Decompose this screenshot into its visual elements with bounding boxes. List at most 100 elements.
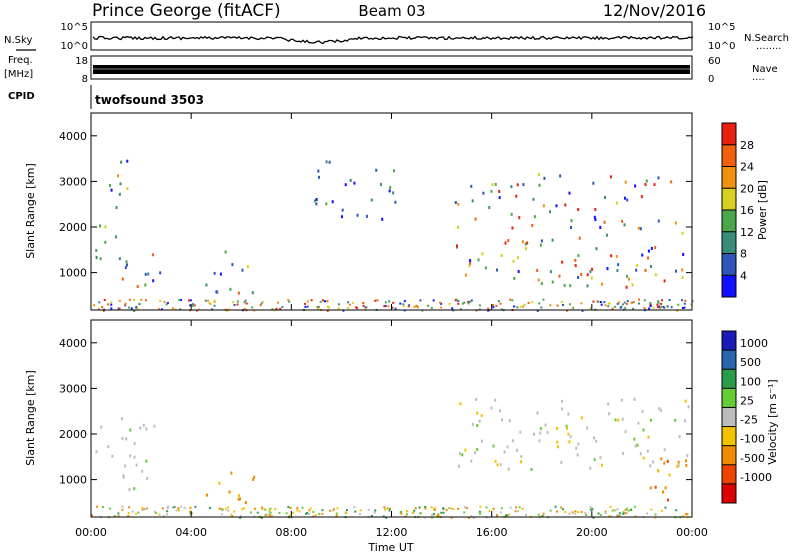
power-echo-cell: [174, 308, 177, 311]
power-echo-cell: [512, 259, 515, 263]
velocity-echo-cell: [556, 445, 559, 449]
power-echo-cell: [641, 253, 644, 257]
power-echo-cell: [391, 306, 394, 309]
power-echo-cell: [209, 303, 212, 306]
power-echo-cell: [342, 309, 345, 312]
velocity-echo-cell: [560, 407, 563, 411]
velocity-echo-cell: [660, 457, 663, 461]
power-echo-cell: [610, 175, 613, 179]
power-echo-cell: [118, 307, 121, 310]
velocity-echo-cell: [399, 511, 402, 514]
velocity-echo-cell: [345, 509, 348, 512]
velocity-echo-cell: [161, 507, 164, 510]
power-echo-cell: [677, 303, 680, 306]
velocity-echo-cell: [677, 464, 680, 468]
power-echo-cell: [657, 219, 660, 223]
power-echo-cell: [624, 307, 627, 310]
power-echo-cell: [281, 306, 284, 309]
velocity-echo-cell: [450, 516, 453, 519]
power-echo-cell: [246, 265, 249, 269]
power-echo-cell: [407, 305, 410, 308]
power-echo-cell: [558, 274, 561, 278]
velocity-echo-cell: [133, 455, 136, 459]
velocity-echo-cell: [264, 508, 267, 511]
velocity-echo-cell: [117, 512, 120, 515]
velocity-echo-cell: [507, 513, 510, 516]
velocity-echo-cell: [162, 514, 165, 517]
velocity-echo-cell: [290, 516, 293, 519]
power-echo-cell: [605, 233, 608, 237]
power-echo-cell: [659, 307, 662, 310]
power-echo-cell: [414, 305, 417, 308]
velocity-echo-cell: [124, 464, 127, 468]
power-echo-cell: [499, 302, 502, 305]
power-echo-cell: [504, 241, 507, 245]
velocity-echo-cell: [478, 510, 481, 513]
velocity-echo-cell: [641, 410, 644, 414]
velocity-echo-cell: [649, 486, 652, 490]
velocity-echo-cell: [146, 476, 149, 480]
power-echo-cell: [604, 304, 607, 307]
velocity-echo-cell: [652, 460, 655, 464]
velocity-echo-cell: [406, 513, 409, 516]
power-echo-cell: [681, 231, 684, 235]
power-echo-cell: [438, 301, 441, 304]
power-echo-cell: [237, 291, 240, 295]
power-echo-cell: [660, 302, 663, 305]
velocity-echo-cell: [624, 509, 627, 512]
velocity-echo-cell: [194, 505, 197, 508]
velocity-echo-cell: [231, 515, 234, 518]
power-panel-frame: [90, 112, 693, 311]
velocity-echo-cell: [684, 419, 687, 423]
power-echo-cell: [654, 273, 657, 277]
velocity-echo-cell: [117, 515, 120, 518]
power-echo-cell: [331, 200, 334, 204]
power-echo-cell: [464, 273, 467, 277]
x-tick-label: 00:00: [75, 526, 107, 539]
power-echo-cell: [626, 198, 629, 202]
power-echo-cell: [527, 301, 530, 304]
power-echo-cell: [402, 305, 405, 308]
velocity-echo-cell: [647, 435, 650, 439]
power-echo-cell: [609, 302, 612, 305]
power-echo-cell: [662, 305, 665, 308]
power-echo-cell: [319, 300, 322, 303]
velocity-echo-cell: [675, 509, 678, 512]
power-echo-cell: [244, 299, 247, 302]
power-echo-cell: [492, 304, 495, 307]
noise-tick-right-bottom: 10^0: [708, 41, 735, 52]
power-echo-cell: [124, 303, 127, 306]
velocity-echo-cell: [128, 506, 131, 509]
power-echo-cell: [402, 303, 405, 306]
x-tick-label: 12:00: [376, 526, 408, 539]
velocity-echo-cell: [533, 432, 536, 436]
power-echo-cell: [490, 189, 493, 193]
colorbar-tick-label: 12: [740, 226, 754, 239]
velocity-echo-cell: [561, 399, 564, 403]
power-echo-cell: [213, 300, 216, 303]
power-echo-cell: [124, 266, 127, 270]
velocity-echo-cell: [630, 508, 633, 511]
velocity-echo-cell: [538, 439, 541, 443]
velocity-echo-cell: [145, 427, 148, 431]
power-echo-cell: [676, 309, 679, 312]
velocity-echo-cell: [589, 508, 592, 511]
velocity-echo-cell: [499, 463, 502, 467]
velocity-echo-cell: [461, 453, 464, 457]
power-echo-cell: [109, 184, 112, 188]
velocity-echo-cell: [490, 406, 493, 410]
power-echo-cell: [393, 169, 396, 173]
power-echo-cell: [616, 269, 619, 273]
velocity-echo-cell: [494, 459, 497, 463]
velocity-echo-cell: [101, 506, 104, 509]
power-echo-cell: [316, 306, 319, 309]
velocity-echo-cell: [556, 426, 559, 430]
velocity-echo-cell: [593, 436, 596, 440]
velocity-echo-cell: [476, 411, 479, 415]
colorbar-tick-label: 500: [740, 356, 761, 369]
power-echo-cell: [607, 305, 610, 308]
velocity-echo-cell: [264, 514, 267, 517]
power-echo-cell: [549, 210, 552, 214]
velocity-echo-cell: [624, 512, 627, 515]
power-echo-cell: [555, 204, 558, 208]
